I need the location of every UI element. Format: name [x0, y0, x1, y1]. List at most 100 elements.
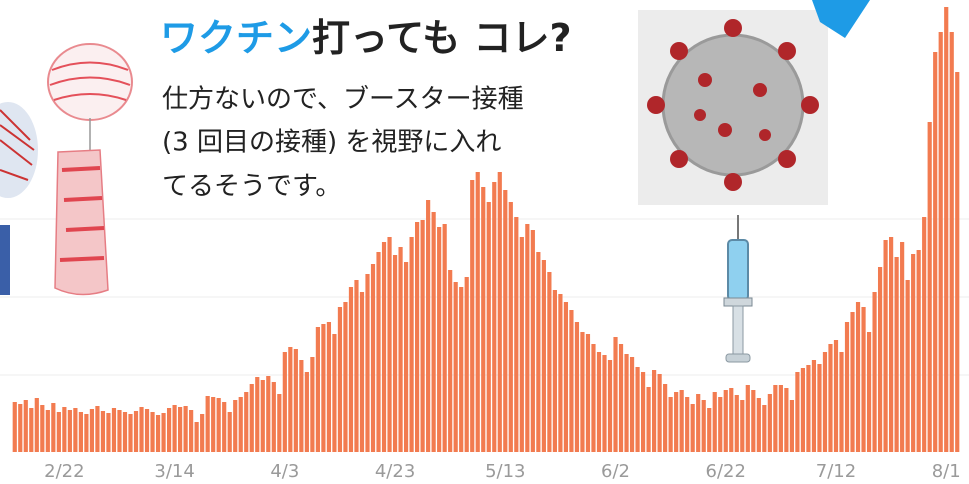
bar	[718, 397, 722, 452]
bar	[663, 384, 667, 452]
bar	[283, 352, 287, 452]
bar	[321, 324, 325, 452]
bar	[90, 409, 94, 452]
bar	[773, 385, 777, 452]
bar	[68, 410, 72, 452]
virus-image	[638, 10, 828, 205]
bar	[658, 374, 662, 452]
bar	[531, 230, 535, 452]
bar	[624, 354, 628, 452]
bar	[398, 247, 402, 452]
bar	[828, 344, 832, 452]
bar	[553, 290, 557, 452]
bar	[40, 405, 44, 452]
x-tick-label: 4/3	[270, 461, 299, 482]
bar	[757, 398, 761, 452]
x-tick-label: 5/13	[485, 461, 525, 482]
bar	[310, 357, 314, 452]
bar	[117, 410, 121, 452]
bar	[46, 410, 50, 452]
bar	[393, 255, 397, 452]
bar	[332, 334, 336, 452]
bar	[35, 398, 39, 452]
bar	[784, 388, 788, 452]
bar	[724, 390, 728, 452]
bar	[139, 407, 143, 452]
bar	[575, 322, 579, 452]
bar	[470, 180, 474, 452]
annotation-line: (3 回目の接種) を視野に入れ	[162, 128, 501, 158]
bar	[476, 172, 480, 452]
bar	[206, 396, 210, 452]
bar	[795, 372, 799, 452]
x-tick-label: 7/12	[816, 461, 856, 482]
bar	[371, 264, 375, 452]
bar	[950, 32, 954, 452]
bar	[635, 367, 639, 452]
bar	[735, 395, 739, 452]
bar	[299, 360, 303, 452]
bar	[801, 368, 805, 452]
bar	[740, 400, 744, 452]
bar	[443, 224, 447, 452]
bar	[62, 407, 66, 452]
bar	[597, 352, 601, 452]
bar	[294, 349, 298, 452]
bar	[514, 217, 518, 452]
bar	[145, 409, 149, 452]
bar	[255, 377, 259, 452]
bar	[834, 340, 838, 452]
bar	[850, 312, 854, 452]
bar	[779, 385, 783, 452]
bar	[707, 408, 711, 452]
bar	[856, 302, 860, 452]
bar	[613, 337, 617, 452]
bar	[13, 402, 17, 452]
bar	[172, 405, 176, 452]
chart: 2/223/144/34/235/136/26/227/128/1 ワクチン打っ…	[0, 0, 969, 484]
bar	[305, 372, 309, 452]
bar	[839, 352, 843, 452]
bar	[503, 190, 507, 452]
bar	[547, 272, 551, 452]
bar	[542, 260, 546, 452]
bar	[525, 224, 529, 452]
annotation-line: てるそうです。	[162, 172, 341, 202]
bar	[189, 410, 193, 452]
title: ワクチン打っても コレ?	[160, 16, 572, 60]
x-tick-label: 6/2	[601, 461, 630, 482]
bar	[184, 406, 188, 452]
bar	[487, 202, 491, 452]
bar	[564, 302, 568, 452]
bar	[415, 222, 419, 452]
bar	[646, 387, 650, 452]
bar	[365, 274, 369, 452]
bar	[18, 404, 22, 452]
bar	[602, 355, 606, 452]
bar	[492, 182, 496, 452]
bar	[112, 408, 116, 452]
bar	[889, 237, 893, 452]
bar	[421, 220, 425, 452]
bar	[861, 307, 865, 452]
x-tick-label: 2/22	[44, 461, 84, 482]
bar	[376, 252, 380, 452]
bar	[823, 352, 827, 452]
bar	[509, 202, 513, 452]
bar	[95, 406, 99, 452]
bar	[939, 32, 943, 452]
bar	[520, 237, 524, 452]
bar	[630, 357, 634, 452]
bar	[746, 385, 750, 452]
bar	[955, 72, 959, 452]
bar	[101, 411, 105, 452]
bar	[580, 332, 584, 452]
bar	[156, 415, 160, 452]
bar	[266, 376, 270, 452]
bar	[106, 413, 110, 452]
bar	[906, 280, 910, 452]
bar	[354, 280, 358, 452]
bar	[161, 413, 165, 452]
bar	[382, 242, 386, 452]
bar	[685, 397, 689, 452]
